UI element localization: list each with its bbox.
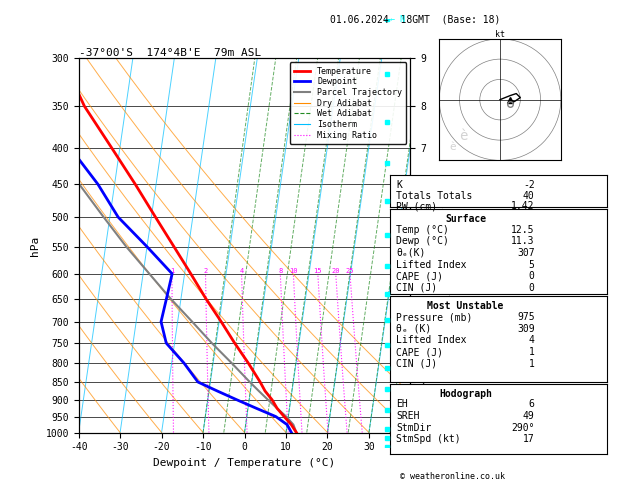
Text: 11.3: 11.3 [511, 236, 535, 246]
Legend: Temperature, Dewpoint, Parcel Trajectory, Dry Adiabat, Wet Adiabat, Isotherm, Mi: Temperature, Dewpoint, Parcel Trajectory… [289, 63, 406, 144]
Text: StmDir: StmDir [396, 423, 431, 433]
Text: 01.06.2024  18GMT  (Base: 18): 01.06.2024 18GMT (Base: 18) [330, 15, 500, 25]
Text: -2: -2 [523, 180, 535, 190]
Y-axis label: Mixing Ratio (g/kg): Mixing Ratio (g/kg) [443, 190, 454, 301]
Text: 15: 15 [314, 268, 322, 274]
Text: 12.5: 12.5 [511, 225, 535, 235]
Text: 307: 307 [517, 248, 535, 258]
Text: CIN (J): CIN (J) [396, 359, 437, 369]
Text: 0: 0 [529, 271, 535, 281]
Text: Pressure (mb): Pressure (mb) [396, 312, 472, 322]
Text: 5: 5 [529, 260, 535, 270]
Text: θₑ (K): θₑ (K) [396, 324, 431, 334]
X-axis label: kt: kt [495, 31, 505, 39]
Text: 6: 6 [529, 399, 535, 410]
Text: 1: 1 [170, 268, 174, 274]
Text: 8: 8 [278, 268, 282, 274]
Text: Most Unstable: Most Unstable [427, 301, 504, 312]
Text: 25: 25 [346, 268, 354, 274]
Text: Surface: Surface [445, 214, 486, 224]
X-axis label: Dewpoint / Temperature (°C): Dewpoint / Temperature (°C) [153, 458, 336, 468]
Text: 309: 309 [517, 324, 535, 334]
Text: 4: 4 [240, 268, 243, 274]
Text: K: K [396, 180, 402, 190]
Text: 20: 20 [331, 268, 340, 274]
Text: SREH: SREH [396, 411, 420, 421]
Y-axis label: hPa: hPa [30, 235, 40, 256]
Text: 17: 17 [523, 434, 535, 445]
Text: 1: 1 [529, 347, 535, 357]
Text: Hodograph: Hodograph [439, 389, 492, 399]
Text: 290°: 290° [511, 423, 535, 433]
Text: © weatheronline.co.uk: © weatheronline.co.uk [401, 472, 505, 481]
Text: 0: 0 [529, 283, 535, 293]
Text: CIN (J): CIN (J) [396, 283, 437, 293]
Text: PW (cm): PW (cm) [396, 201, 437, 211]
Text: 1: 1 [529, 359, 535, 369]
Text: StmSpd (kt): StmSpd (kt) [396, 434, 461, 445]
Text: Dewp (°C): Dewp (°C) [396, 236, 449, 246]
Text: 1.42: 1.42 [511, 201, 535, 211]
Text: Lifted Index: Lifted Index [396, 335, 467, 346]
Text: 4: 4 [529, 335, 535, 346]
Text: Temp (°C): Temp (°C) [396, 225, 449, 235]
Text: θₑ(K): θₑ(K) [396, 248, 426, 258]
Text: CAPE (J): CAPE (J) [396, 347, 443, 357]
Text: CAPE (J): CAPE (J) [396, 271, 443, 281]
Text: 2: 2 [203, 268, 208, 274]
Text: -37°00'S  174°4B'E  79m ASL: -37°00'S 174°4B'E 79m ASL [79, 48, 261, 57]
Text: 975: 975 [517, 312, 535, 322]
Text: è: è [460, 129, 468, 143]
Text: 40: 40 [523, 191, 535, 201]
Text: 10: 10 [289, 268, 298, 274]
Text: Totals Totals: Totals Totals [396, 191, 472, 201]
Text: è: è [450, 142, 456, 152]
Text: ← N: ← N [390, 15, 405, 24]
Text: Lifted Index: Lifted Index [396, 260, 467, 270]
Text: 49: 49 [523, 411, 535, 421]
Text: EH: EH [396, 399, 408, 410]
